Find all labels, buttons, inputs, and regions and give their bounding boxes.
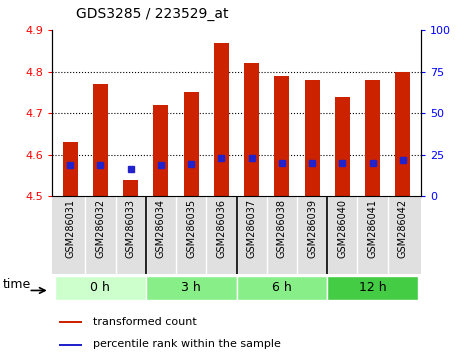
Bar bbox=[365, 80, 380, 196]
Text: GDS3285 / 223529_at: GDS3285 / 223529_at bbox=[76, 7, 228, 21]
Bar bbox=[236, 276, 327, 299]
Text: GSM286040: GSM286040 bbox=[337, 199, 347, 258]
Text: 0 h: 0 h bbox=[90, 281, 110, 293]
Bar bbox=[93, 84, 108, 196]
Text: GSM286037: GSM286037 bbox=[246, 199, 257, 258]
Text: 6 h: 6 h bbox=[272, 281, 292, 293]
Bar bbox=[60, 344, 81, 346]
Text: GSM286033: GSM286033 bbox=[126, 199, 136, 258]
Text: time: time bbox=[2, 278, 31, 291]
Text: transformed count: transformed count bbox=[93, 316, 196, 327]
Text: GSM286036: GSM286036 bbox=[216, 199, 227, 258]
Bar bbox=[55, 276, 146, 299]
Bar bbox=[146, 276, 236, 299]
Bar bbox=[184, 92, 199, 196]
Text: GSM286038: GSM286038 bbox=[277, 199, 287, 258]
Bar bbox=[153, 105, 168, 196]
Text: GSM286041: GSM286041 bbox=[368, 199, 377, 258]
Text: 12 h: 12 h bbox=[359, 281, 386, 293]
Bar bbox=[214, 42, 229, 196]
Text: GSM286039: GSM286039 bbox=[307, 199, 317, 258]
Text: GSM286042: GSM286042 bbox=[398, 199, 408, 258]
Bar bbox=[305, 80, 320, 196]
Bar bbox=[335, 97, 350, 196]
Bar bbox=[395, 72, 411, 196]
Bar bbox=[274, 76, 289, 196]
Text: GSM286035: GSM286035 bbox=[186, 199, 196, 258]
Text: 3 h: 3 h bbox=[181, 281, 201, 293]
Bar bbox=[327, 276, 418, 299]
Text: GSM286032: GSM286032 bbox=[96, 199, 105, 258]
Bar bbox=[60, 321, 81, 323]
Text: percentile rank within the sample: percentile rank within the sample bbox=[93, 339, 280, 349]
Bar bbox=[244, 63, 259, 196]
Text: GSM286034: GSM286034 bbox=[156, 199, 166, 258]
Bar bbox=[123, 180, 138, 196]
Text: GSM286031: GSM286031 bbox=[65, 199, 75, 258]
Bar bbox=[62, 142, 78, 196]
